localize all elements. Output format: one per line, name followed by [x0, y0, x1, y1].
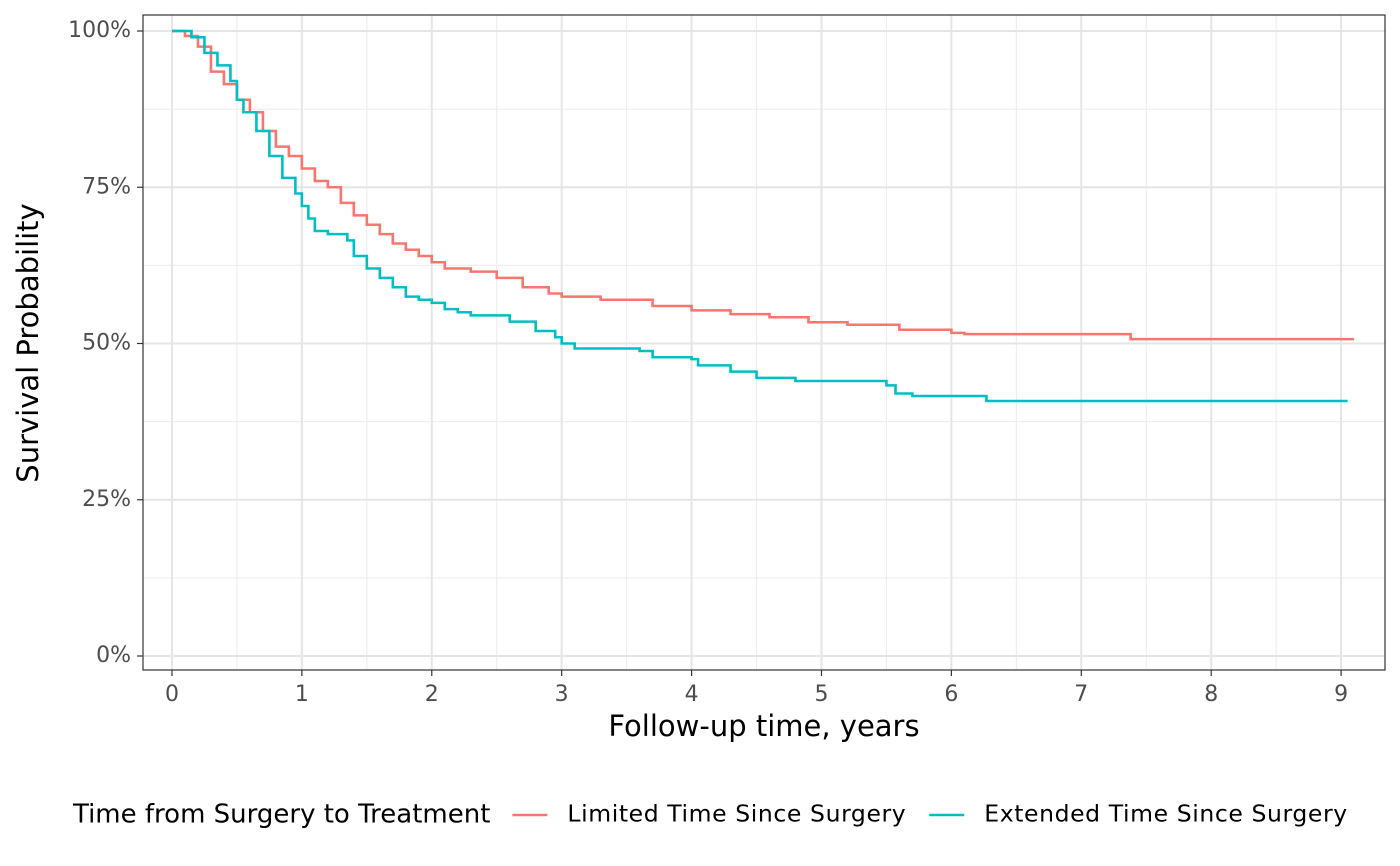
y-tick-label: 50% [82, 331, 131, 356]
y-tick-label: 100% [68, 18, 131, 43]
legend-label: Extended Time Since Surgery [984, 800, 1347, 828]
x-tick-label: 6 [944, 682, 958, 707]
lines [171, 29, 1355, 403]
panel-border [142, 14, 1386, 671]
x-tick-label: 2 [425, 682, 439, 707]
x-tick-label: 0 [165, 682, 179, 707]
x-axis-title: Follow-up time, years [608, 709, 919, 743]
x-tick-label: 8 [1204, 682, 1218, 707]
y-axis-title: Survival Probability [11, 203, 45, 482]
y-tick-label: 75% [82, 174, 131, 199]
x-tick-label: 1 [295, 682, 309, 707]
legend-title: Time from Surgery to Treatment [72, 800, 490, 830]
x-tick-label: 3 [555, 682, 569, 707]
y-tick-label: 0% [96, 643, 131, 668]
survival-line [171, 29, 1348, 403]
grid [143, 15, 1385, 670]
legend-label: Limited Time Since Surgery [567, 800, 906, 828]
x-tick-label: 4 [685, 682, 699, 707]
x-tick-label: 5 [814, 682, 828, 707]
x-tick-label: 9 [1334, 682, 1348, 707]
x-tick-label: 7 [1074, 682, 1088, 707]
legend: Time from Surgery to Treatment Limited Ti… [72, 800, 1347, 830]
y-tick-label: 25% [82, 487, 131, 512]
